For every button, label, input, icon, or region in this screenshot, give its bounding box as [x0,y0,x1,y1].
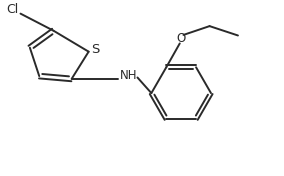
Text: S: S [91,43,99,56]
Text: Cl: Cl [7,4,19,16]
Text: O: O [177,32,186,45]
Text: NH: NH [120,69,137,82]
